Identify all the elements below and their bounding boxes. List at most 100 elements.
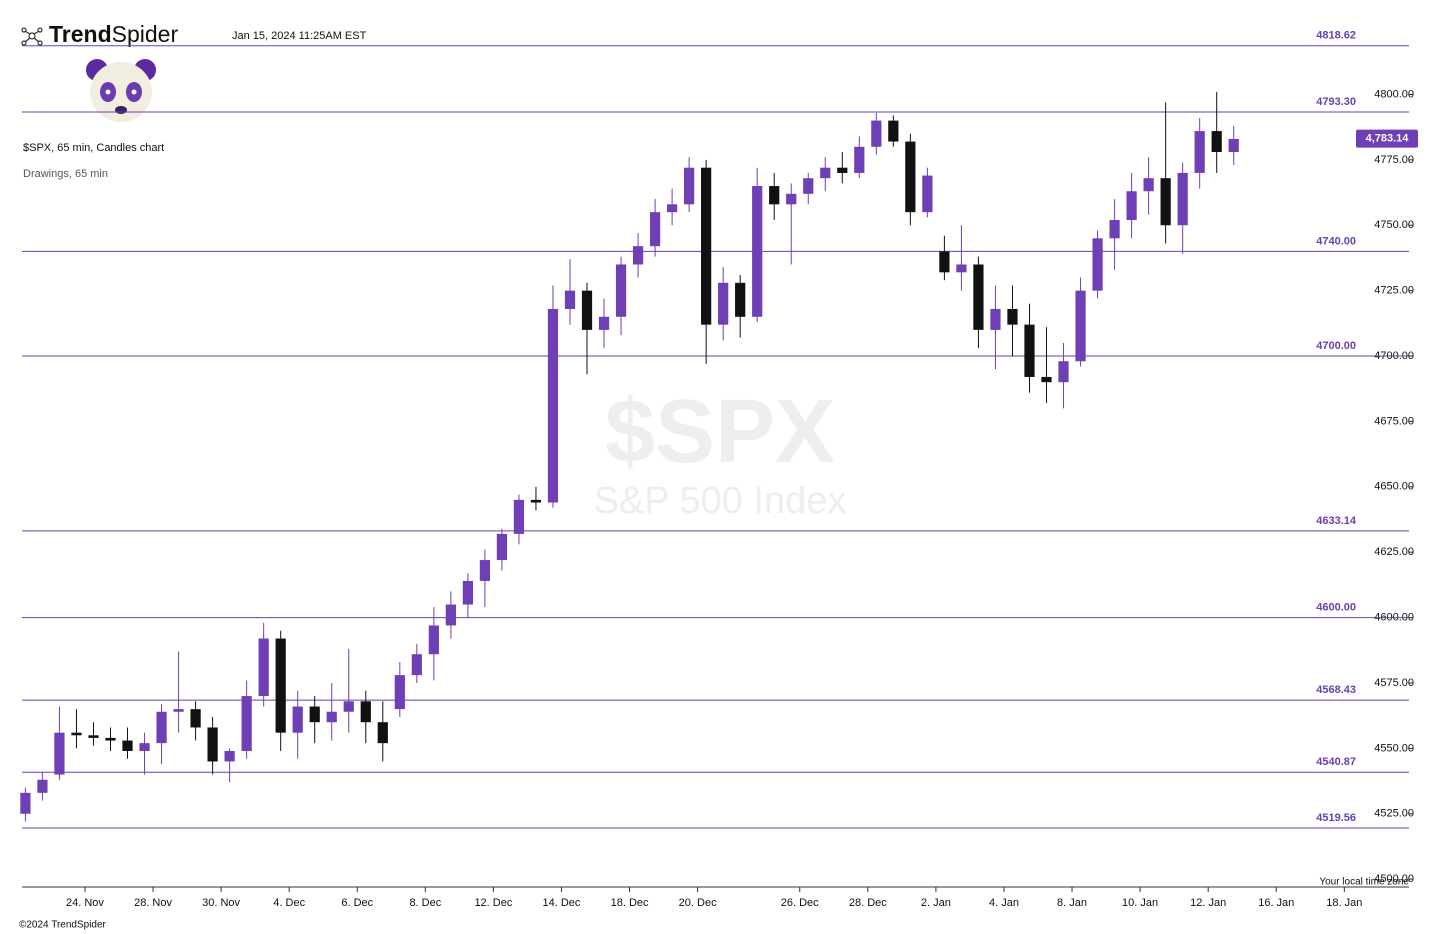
- candle-body: [530, 499, 542, 503]
- candle-body: [156, 711, 167, 744]
- y-tick-label: 4800.00: [1374, 88, 1414, 100]
- candle-body: [1058, 361, 1069, 383]
- candle-body: [1092, 238, 1103, 291]
- y-tick-label: 4775.00: [1374, 154, 1414, 166]
- x-tick-label: 6. Dec: [341, 897, 373, 909]
- candle-body: [1211, 131, 1222, 153]
- x-tick-label: 26. Dec: [781, 897, 819, 909]
- last-price-label: 4,783.14: [1366, 132, 1410, 144]
- candle-body: [88, 735, 99, 738]
- y-tick-label: 4550.00: [1374, 742, 1414, 754]
- candle-body: [292, 706, 303, 733]
- x-tick-label: 8. Dec: [409, 897, 441, 909]
- candle-body: [854, 146, 865, 173]
- logo-icon: [21, 27, 43, 46]
- candle-body: [752, 186, 763, 317]
- candle-body: [564, 290, 576, 309]
- level-label: 4519.56: [1316, 812, 1356, 824]
- candle-body: [820, 167, 831, 179]
- candle-body: [581, 290, 593, 330]
- y-tick-label: 4750.00: [1374, 219, 1414, 231]
- level-label: 4793.30: [1316, 96, 1356, 108]
- candle-body: [139, 743, 150, 751]
- candle-body: [20, 792, 31, 814]
- candle-body: [513, 499, 525, 534]
- level-label: 4818.62: [1316, 30, 1356, 42]
- candle-body: [837, 167, 848, 173]
- brand-light: Spider: [112, 21, 179, 47]
- y-tick-label: 4650.00: [1374, 481, 1414, 493]
- level-label: 4600.00: [1316, 601, 1356, 613]
- candle-body: [1007, 308, 1018, 325]
- x-tick-label: 8. Jan: [1057, 897, 1087, 909]
- brand[interactable]: TrendSpider: [49, 21, 178, 47]
- candle-body: [241, 696, 252, 751]
- candle-body: [275, 638, 286, 733]
- x-tick-label: 28. Dec: [849, 897, 887, 909]
- x-tick-label: 18. Jan: [1326, 897, 1362, 909]
- candle-body: [973, 264, 984, 330]
- level-label: 4540.87: [1316, 756, 1356, 768]
- candle-body: [428, 625, 439, 655]
- level-label: 4740.00: [1316, 235, 1356, 247]
- candle-body: [1109, 220, 1120, 239]
- candle-body: [258, 638, 269, 697]
- x-tick-label: 28. Nov: [134, 897, 172, 909]
- y-tick-label: 4675.00: [1374, 415, 1414, 427]
- candle-body: [37, 779, 48, 793]
- watermark-symbol: $SPX: [605, 382, 835, 482]
- avatar: [86, 59, 156, 122]
- candle-body: [803, 178, 814, 194]
- candle-body: [769, 186, 780, 205]
- candle-body: [479, 560, 491, 581]
- candle-body: [496, 533, 508, 561]
- candle-body: [905, 141, 916, 213]
- candle-body: [190, 709, 201, 728]
- x-tick-label: 12. Dec: [474, 897, 512, 909]
- x-tick-label: 2. Jan: [921, 897, 951, 909]
- x-tick-label: 30. Nov: [202, 897, 240, 909]
- candle-body: [649, 212, 661, 247]
- candle-body: [394, 675, 405, 710]
- candle-body: [956, 264, 967, 273]
- x-tick-label: 16. Jan: [1258, 897, 1294, 909]
- candle-body: [445, 604, 456, 626]
- candle-body: [1177, 172, 1188, 226]
- x-tick-label: 4. Jan: [989, 897, 1019, 909]
- candle-body: [990, 308, 1001, 330]
- candle-body: [326, 711, 337, 723]
- candle-body: [207, 727, 218, 762]
- candle-body: [343, 701, 354, 712]
- candle-body: [718, 282, 729, 325]
- candle-body: [71, 732, 82, 736]
- candle-body: [54, 732, 65, 775]
- y-tick-label: 4525.00: [1374, 808, 1414, 820]
- candle-body: [224, 750, 235, 762]
- x-tick-label: 10. Jan: [1122, 897, 1158, 909]
- watermark-name: S&P 500 Index: [594, 480, 847, 522]
- y-tick-label: 4625.00: [1374, 546, 1414, 558]
- candle-body: [360, 701, 371, 723]
- x-tick-label: 14. Dec: [543, 897, 581, 909]
- candle-body: [735, 282, 746, 317]
- candle-body: [939, 251, 950, 273]
- candle-body: [1143, 178, 1154, 192]
- candle-body: [1160, 178, 1171, 226]
- candle-body: [462, 580, 473, 605]
- candle-body: [1228, 138, 1239, 153]
- candle-body: [684, 167, 695, 205]
- x-tick-label: 20. Dec: [679, 897, 717, 909]
- candle-body: [871, 120, 882, 147]
- level-label: 4633.14: [1316, 515, 1357, 527]
- candle-body: [547, 308, 559, 503]
- candle-body: [1024, 324, 1035, 377]
- candle-body: [309, 706, 320, 723]
- candle-body: [701, 167, 712, 325]
- y-tick-label: 4500.00: [1374, 873, 1414, 885]
- candle-body: [1126, 191, 1137, 221]
- y-tick-label: 4725.00: [1374, 285, 1414, 297]
- brand-bold: Trend: [49, 21, 112, 47]
- timezone-note: Your local time zone: [1319, 877, 1409, 888]
